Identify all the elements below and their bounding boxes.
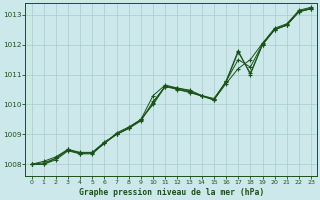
X-axis label: Graphe pression niveau de la mer (hPa): Graphe pression niveau de la mer (hPa) — [79, 188, 264, 197]
